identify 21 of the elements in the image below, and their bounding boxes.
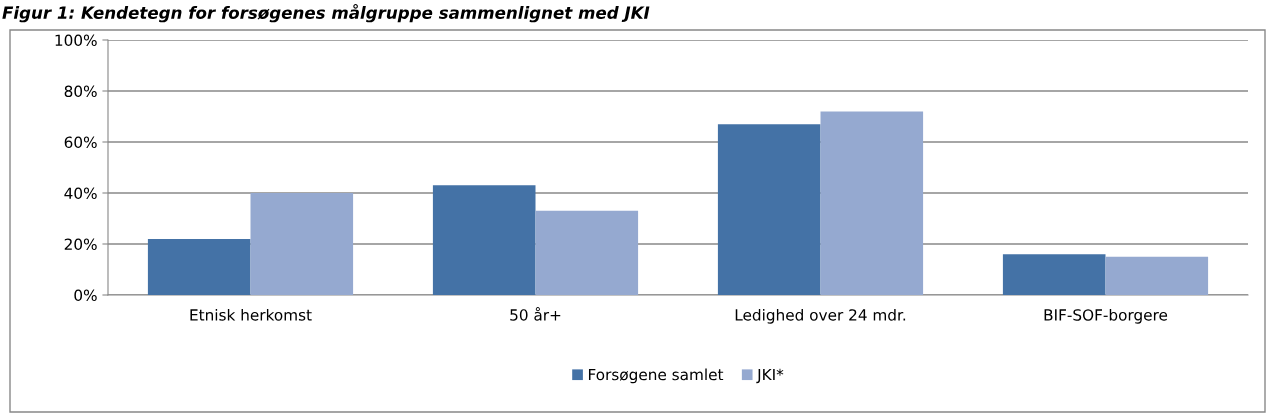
y-tick-label: 0% <box>74 289 97 302</box>
bar <box>820 111 924 295</box>
y-tick-label: 80% <box>64 85 97 98</box>
bar <box>250 193 354 295</box>
chart-title: Figur 1: Kendetegn for forsøgenes målgruppe sammenlignet med JKI <box>2 4 650 23</box>
bar <box>717 124 821 295</box>
x-tick-label: BIF-SOF-borgere <box>1044 308 1168 324</box>
legend-label: Forsøgene samlet <box>588 368 724 384</box>
x-tick-label: Etnisk herkomst <box>190 308 312 321</box>
bar <box>147 238 251 295</box>
y-tick-label: 40% <box>64 187 97 200</box>
bar <box>432 185 536 295</box>
bar <box>1002 254 1106 295</box>
x-tick-label: 50 år+ <box>510 307 561 321</box>
bar <box>1105 256 1209 295</box>
legend-label: JKI* <box>756 368 784 384</box>
bar <box>535 210 639 295</box>
y-tick-label: 100% <box>55 34 97 47</box>
y-tick-label: 60% <box>64 136 97 149</box>
y-tick-label: 20% <box>64 238 97 251</box>
x-tick-label: Ledighed over 24 mdr. <box>735 308 906 324</box>
